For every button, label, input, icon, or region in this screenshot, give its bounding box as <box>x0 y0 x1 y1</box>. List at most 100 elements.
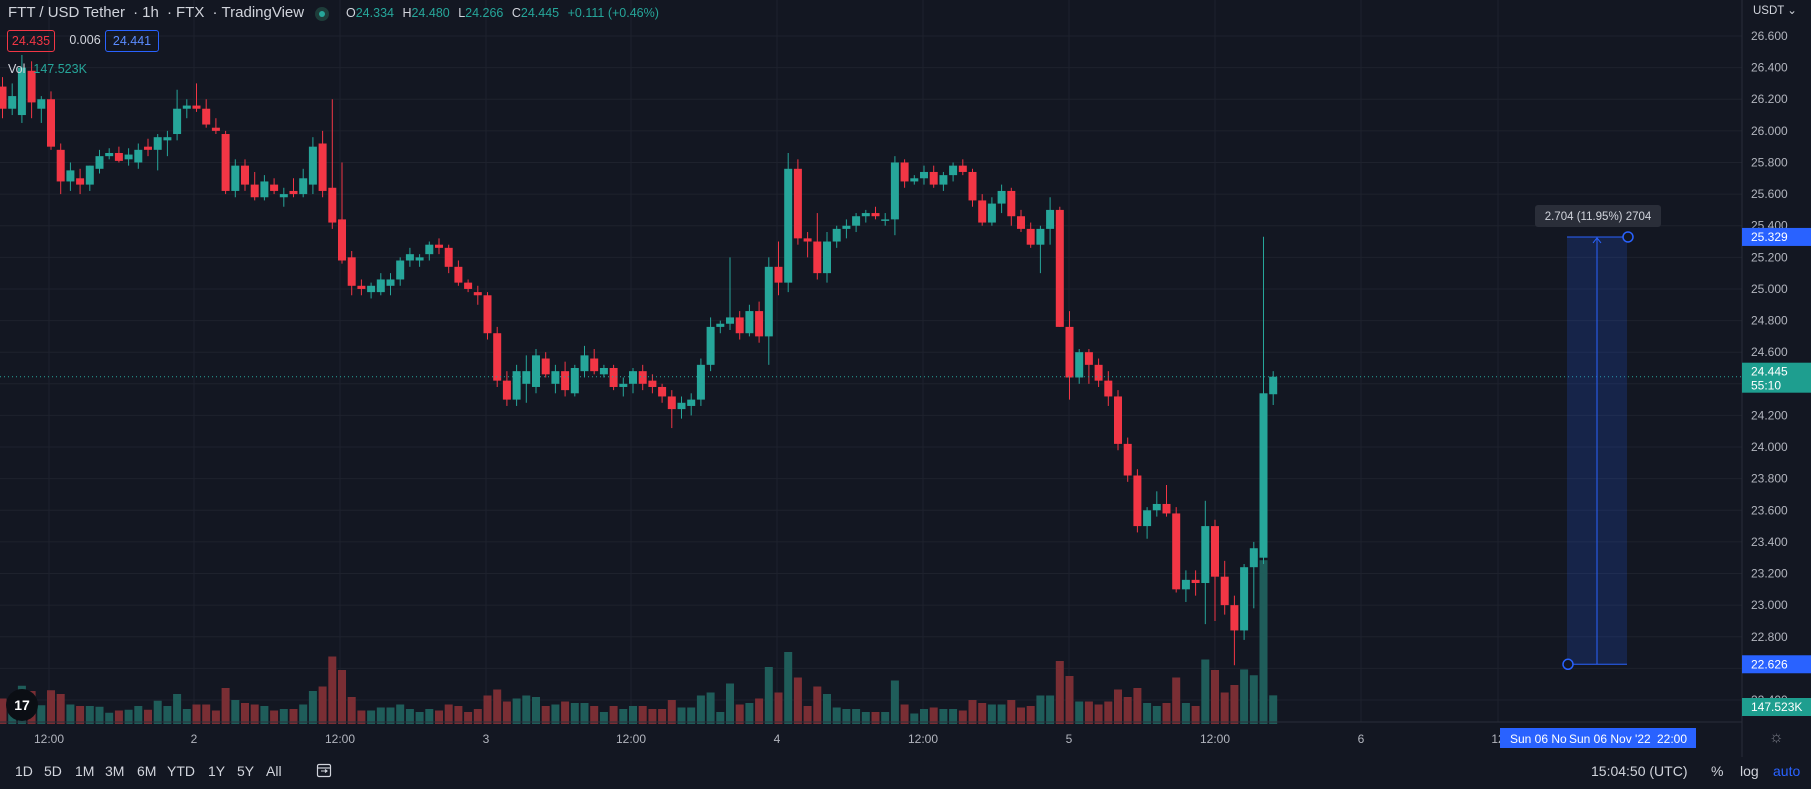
tradingview-logo-icon[interactable]: 17 <box>6 689 38 721</box>
volume-bar <box>803 706 812 724</box>
candle-body <box>202 108 211 125</box>
currency-selector[interactable]: USDT ⌄ <box>1753 5 1797 17</box>
price-tick-label: 24.000 <box>1751 440 1788 454</box>
range-button-ytd[interactable]: YTD <box>167 763 195 779</box>
range-button-all[interactable]: All <box>266 763 282 779</box>
candle-body <box>425 244 434 255</box>
volume-bar <box>1162 703 1171 724</box>
volume-bar <box>1055 661 1064 724</box>
candle-body <box>871 213 880 217</box>
candle-body <box>648 380 657 387</box>
volume-bar <box>425 709 434 724</box>
price-tick-label: 25.800 <box>1751 155 1788 169</box>
range-button-3m[interactable]: 3M <box>105 763 125 779</box>
volume-label: Vol <box>8 62 26 76</box>
volume-bar <box>1114 689 1122 724</box>
volume-bar <box>735 704 744 724</box>
measure-label: 2.704 (11.95%) 2704 <box>1545 211 1652 223</box>
volume-bar <box>473 709 482 724</box>
range-button-1y[interactable]: 1Y <box>208 763 226 779</box>
log-toggle[interactable]: log <box>1740 763 1759 779</box>
candle-body <box>949 165 958 176</box>
candle-body <box>1017 216 1025 229</box>
symbol-name[interactable]: FTT / USD Tether <box>8 4 125 21</box>
volume-bar <box>76 706 85 724</box>
volume-bar <box>405 709 414 724</box>
data-source: TradingView <box>221 4 305 21</box>
volume-bar <box>435 710 443 724</box>
measure-bottom-price-label: 22.626 <box>1751 657 1788 671</box>
candle-body <box>260 181 269 198</box>
symbol-header[interactable]: FTT / USD Tether · 1h · FTX · TradingView <box>8 4 305 21</box>
candle-body <box>1211 526 1219 577</box>
volume-bar <box>706 692 715 724</box>
volume-bar <box>590 706 599 724</box>
candle-body <box>1026 228 1035 245</box>
buy-price-button[interactable]: 24.441 <box>105 30 159 52</box>
auto-toggle[interactable]: auto <box>1773 763 1801 779</box>
volume-bar <box>997 704 1006 724</box>
sell-price-button[interactable]: 24.435 <box>7 30 55 52</box>
volume-bar <box>958 710 967 724</box>
range-button-1d[interactable]: 1D <box>15 763 33 779</box>
market-status-icon[interactable] <box>315 7 329 21</box>
close-value: 24.445 <box>520 6 560 20</box>
measure-bottom-price-label-bg <box>1742 655 1811 674</box>
volume-bar <box>629 706 637 724</box>
volume-bar <box>493 689 502 724</box>
volume-bar <box>56 694 65 724</box>
candle-body <box>929 171 938 185</box>
crosshair-time-bg <box>1500 728 1696 748</box>
volume-bar <box>561 701 570 724</box>
interval[interactable]: 1h <box>142 4 159 21</box>
price-tick-label: 23.800 <box>1751 472 1788 486</box>
volume-bar <box>570 703 579 724</box>
range-button-5d[interactable]: 5D <box>44 763 62 779</box>
change-value: +0.111 (+0.46%) <box>567 6 659 20</box>
volume-bar <box>920 709 928 724</box>
range-button-6m[interactable]: 6M <box>137 763 157 779</box>
volume-bar <box>939 709 948 724</box>
volume-bar <box>1046 695 1055 724</box>
candle-body <box>1133 475 1142 527</box>
candle-body <box>8 96 17 109</box>
volume-bar <box>726 683 734 724</box>
time-tick-label: 4 <box>774 732 781 746</box>
volume-bar <box>861 712 870 724</box>
candle-body <box>347 257 356 286</box>
range-button-5y[interactable]: 5Y <box>237 763 255 779</box>
candle-body <box>1249 548 1258 568</box>
volume-bar <box>279 709 288 724</box>
date-range-icon[interactable] <box>316 762 332 778</box>
current-price-label-countdown: 55:10 <box>1751 379 1781 393</box>
candle-body <box>755 311 764 337</box>
volume-bar <box>299 704 308 724</box>
candle-body <box>745 311 754 334</box>
candle-body <box>1240 567 1249 631</box>
candle-body <box>900 162 909 182</box>
volume-bar <box>580 703 589 724</box>
time-tick-label: 12:00 <box>908 732 938 746</box>
volume-bar <box>1191 706 1200 724</box>
volume-bar <box>85 706 94 724</box>
volume-bar <box>1249 675 1258 724</box>
volume-bar <box>658 709 667 724</box>
candle-body <box>813 241 822 274</box>
volume-bar <box>784 652 793 724</box>
percent-toggle[interactable]: % <box>1711 763 1724 779</box>
volume-bar <box>270 710 279 724</box>
candle-body <box>696 364 705 400</box>
candle-body <box>444 247 453 267</box>
candle-body <box>793 168 802 239</box>
volume-bar <box>755 698 764 724</box>
volume-bar <box>813 686 822 724</box>
utc-clock[interactable]: 15:04:50 (UTC) <box>1591 763 1688 779</box>
candle-body <box>270 184 279 191</box>
grid <box>0 0 1742 722</box>
price-tick-label: 23.400 <box>1751 535 1788 549</box>
settings-gear-icon[interactable]: ☼ <box>1769 729 1784 746</box>
range-button-1m[interactable]: 1M <box>75 763 95 779</box>
candle-body <box>599 368 608 375</box>
volume-bar <box>338 670 346 724</box>
